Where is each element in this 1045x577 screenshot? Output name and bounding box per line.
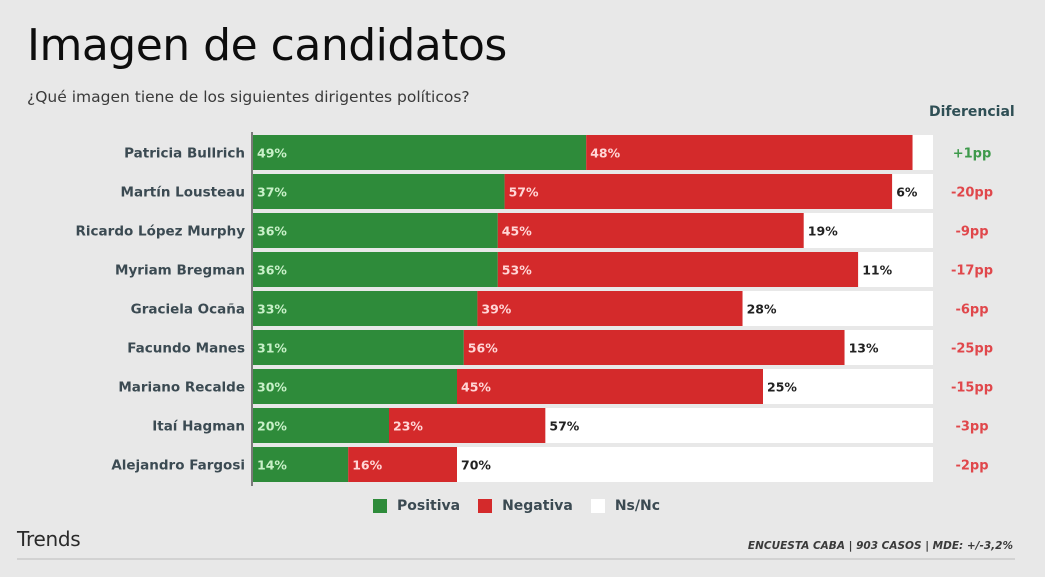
data-label-nsnc: 57% [549, 419, 579, 434]
data-label-nsnc: 70% [461, 458, 491, 473]
data-label-nsnc: 6% [896, 185, 918, 200]
bar-positive [253, 447, 349, 482]
data-label-nsnc: 19% [808, 224, 838, 239]
differential-value: +1pp [953, 147, 992, 162]
data-label-nsnc: 13% [849, 341, 879, 356]
bar-negative [477, 291, 743, 326]
bar-negative [497, 252, 859, 287]
bar-positive [253, 252, 498, 287]
data-label-negative: 48% [590, 146, 620, 161]
legend-item-nsnc: Ns/Nc [590, 498, 661, 514]
bar-nsnc [912, 135, 933, 170]
category-label: Alejandro Fargosi [111, 458, 245, 474]
bar-positive [253, 369, 457, 404]
bar-negative [389, 408, 546, 443]
data-label-negative: 16% [352, 458, 382, 473]
differential-header: Diferencial [929, 104, 1015, 120]
bar-nsnc [742, 291, 933, 326]
differential-value: -15pp [951, 381, 993, 396]
data-label-nsnc: 25% [767, 380, 797, 395]
bar-negative [463, 330, 845, 365]
bar-negative [586, 135, 913, 170]
legend-item-positive: Positiva [373, 498, 460, 514]
data-label-negative: 45% [461, 380, 491, 395]
bar-nsnc [844, 330, 933, 365]
data-label-positive: 30% [257, 380, 287, 395]
category-label: Ricardo López Murphy [76, 224, 246, 240]
bar-nsnc [892, 174, 933, 209]
data-label-negative: 57% [509, 185, 539, 200]
data-label-negative: 39% [481, 302, 511, 317]
data-label-nsnc: 28% [747, 302, 777, 317]
data-label-positive: 31% [257, 341, 287, 356]
differential-value: -2pp [955, 459, 988, 474]
category-label: Patricia Bullrich [124, 146, 245, 162]
bar-negative [457, 369, 763, 404]
data-label-negative: 53% [502, 263, 532, 278]
legend-swatch-positive [373, 499, 387, 513]
category-label: Martín Lousteau [121, 185, 245, 201]
data-label-positive: 36% [257, 263, 287, 278]
data-label-negative: 23% [393, 419, 423, 434]
data-label-negative: 45% [502, 224, 532, 239]
bar-nsnc [763, 369, 933, 404]
data-label-positive: 36% [257, 224, 287, 239]
legend-item-negative: Negativa [478, 498, 573, 514]
survey-footnote: ENCUESTA CABA | 903 CASOS | MDE: +/-3,2% [747, 540, 1013, 552]
legend-label-positive: Positiva [397, 498, 461, 514]
bar-negative [504, 174, 893, 209]
legend-swatch-negative [478, 499, 493, 513]
data-label-positive: 20% [257, 419, 287, 434]
data-label-positive: 14% [257, 458, 287, 473]
bar-positive [253, 135, 587, 170]
data-label-positive: 49% [257, 146, 287, 161]
brand-logo: Trends [17, 527, 81, 551]
bar-positive [253, 174, 505, 209]
data-label-nsnc: 11% [862, 263, 892, 278]
bar-nsnc [858, 252, 933, 287]
legend-swatch-nsnc [590, 499, 605, 513]
footer-divider [17, 558, 1015, 560]
bar-positive [253, 213, 498, 248]
differential-value: -6pp [955, 303, 988, 318]
bar-positive [253, 330, 464, 365]
differential-value: -9pp [955, 225, 988, 240]
data-label-positive: 33% [257, 302, 287, 317]
category-label: Mariano Recalde [118, 380, 245, 396]
differential-value: -17pp [951, 264, 993, 279]
bar-nsnc [457, 447, 933, 482]
legend-label-negative: Negativa [502, 498, 573, 514]
bar-negative [497, 213, 804, 248]
category-label: Myriam Bregman [115, 263, 245, 279]
category-label: Facundo Manes [127, 341, 245, 357]
bar-positive [253, 408, 389, 443]
legend-label-nsnc: Ns/Nc [614, 498, 661, 514]
chart-title: Imagen de candidatos [27, 20, 507, 71]
differential-value: -25pp [951, 342, 993, 357]
bar-positive [253, 291, 478, 326]
chart-legend: Positiva Negativa Ns/Nc [373, 498, 660, 514]
chart-subtitle: ¿Qué imagen tiene de los siguientes diri… [27, 88, 470, 106]
category-label: Graciela Ocaña [131, 302, 245, 318]
bar-negative [348, 447, 457, 482]
bar-nsnc [803, 213, 933, 248]
differential-value: -3pp [955, 420, 988, 435]
bar-nsnc [545, 408, 933, 443]
differential-value: -20pp [951, 186, 993, 201]
data-label-negative: 56% [468, 341, 498, 356]
category-label: Itaí Hagman [152, 419, 245, 435]
stacked-bar-chart: Patricia Bullrich 49% 48% +1pp Martín Louste… [76, 132, 993, 486]
data-label-positive: 37% [257, 185, 287, 200]
